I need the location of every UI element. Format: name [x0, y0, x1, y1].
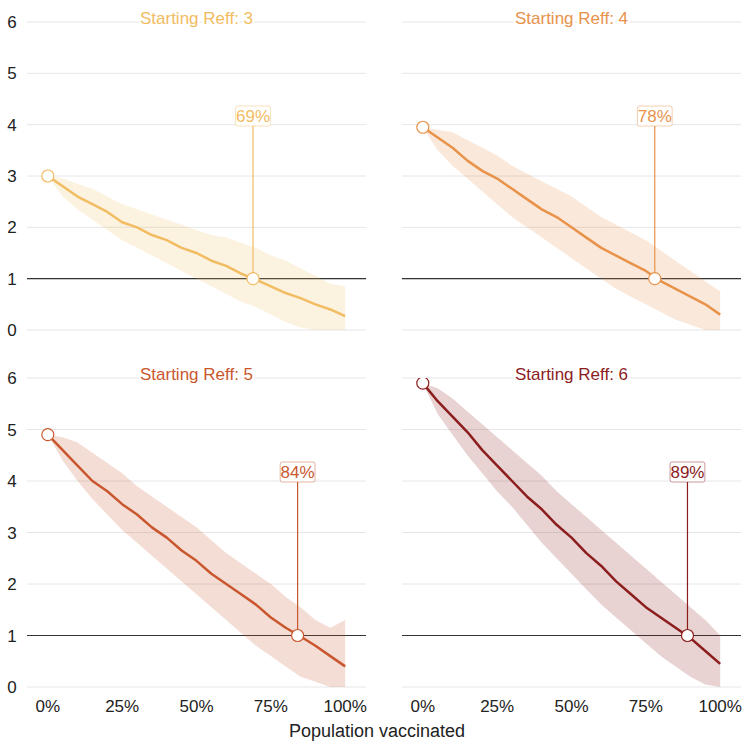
y-tick-label: 0: [7, 321, 16, 340]
annotation-box: [637, 106, 672, 126]
start-point: [42, 170, 54, 182]
grid-line: [402, 176, 741, 177]
confidence-band: [423, 383, 720, 687]
annotation-label: 84%: [281, 463, 315, 482]
data-group: [417, 378, 720, 687]
annotation-box: [670, 462, 705, 482]
grid-line: [27, 687, 366, 688]
figure: 0 1 2 3 4 5 6 Starting Reff: 3 69% Starting Reff:…: [0, 0, 754, 748]
annotation-box: [236, 106, 271, 126]
grid-line: [27, 176, 366, 177]
panel: 0 1 2 3 4 5 6 Starting Reff: 3 69%: [7, 9, 366, 340]
start-point: [417, 378, 429, 389]
x-tick-label: 100%: [698, 697, 741, 716]
grid-line: [27, 429, 366, 430]
annotation-label: 69%: [236, 107, 270, 126]
y-tick-label: 6: [7, 369, 16, 388]
y-tick-label: 5: [7, 421, 16, 440]
x-tick-label: 100%: [323, 697, 366, 716]
crossing-point: [292, 630, 304, 642]
x-tick-label: 0%: [411, 697, 436, 716]
grid-line: [27, 124, 366, 125]
annotation-box: [280, 462, 315, 482]
y-tick-label: 3: [7, 524, 16, 543]
panel-title: Starting Reff: 3: [140, 9, 253, 28]
annotation-leader: [252, 125, 253, 279]
x-tick-label: 0%: [36, 697, 61, 716]
annotation-label: 78%: [638, 107, 672, 126]
x-tick-label: 75%: [629, 697, 663, 716]
data-group: [42, 170, 345, 330]
data-group: [417, 121, 720, 330]
y-tick-label: 4: [7, 116, 16, 135]
annotation-leader: [654, 125, 655, 279]
y-tick-label: 5: [7, 64, 16, 83]
grid-line: [402, 124, 741, 125]
crossing-point: [681, 630, 693, 642]
panel-title: Starting Reff: 6: [515, 365, 628, 384]
y-tick-label: 2: [7, 575, 16, 594]
annotation-label: 89%: [670, 463, 704, 482]
confidence-band: [48, 435, 345, 687]
grid-line: [27, 73, 366, 74]
grid-line: [27, 227, 366, 228]
y-tick-label: 4: [7, 472, 16, 491]
x-tick-label: 25%: [105, 697, 139, 716]
x-tick-label: 50%: [554, 697, 588, 716]
y-tick-label: 6: [7, 13, 16, 32]
x-tick-label: 25%: [480, 697, 514, 716]
start-point: [417, 121, 429, 133]
panel-title: Starting Reff: 5: [140, 365, 253, 384]
x-axis-label: Population vaccinated: [289, 721, 465, 741]
y-tick-label: 2: [7, 218, 16, 237]
x-tick-label: 75%: [254, 697, 288, 716]
grid-line: [402, 73, 741, 74]
mean-line: [423, 127, 720, 314]
grid-line: [402, 584, 741, 585]
grid-line: [402, 687, 741, 688]
y-tick-label: 1: [7, 270, 16, 289]
mean-line: [48, 435, 345, 667]
y-tick-label: 1: [7, 627, 16, 646]
panel: 0 1 2 3 4 5 6 0% 25% 50% 75% 100% Starting Reff: 5 84…: [7, 365, 367, 716]
crossing-point: [649, 273, 661, 285]
panel: 0% 25% 50% 75% 100% Starting Reff: 6 89%: [402, 365, 742, 716]
mean-line: [48, 176, 345, 316]
grid-line: [402, 330, 741, 331]
confidence-band: [48, 176, 345, 330]
annotation-leader: [687, 481, 688, 636]
x-tick-label: 50%: [179, 697, 213, 716]
panel-title: Starting Reff: 4: [515, 9, 628, 28]
panel: Starting Reff: 4 78%: [402, 9, 741, 330]
annotation-leader: [297, 481, 298, 636]
crossing-point: [247, 273, 259, 285]
confidence-band: [423, 127, 720, 330]
start-point: [42, 429, 54, 441]
y-tick-label: 0: [7, 678, 16, 697]
mean-line: [423, 383, 720, 664]
y-tick-label: 3: [7, 167, 16, 186]
data-group: [42, 429, 345, 687]
